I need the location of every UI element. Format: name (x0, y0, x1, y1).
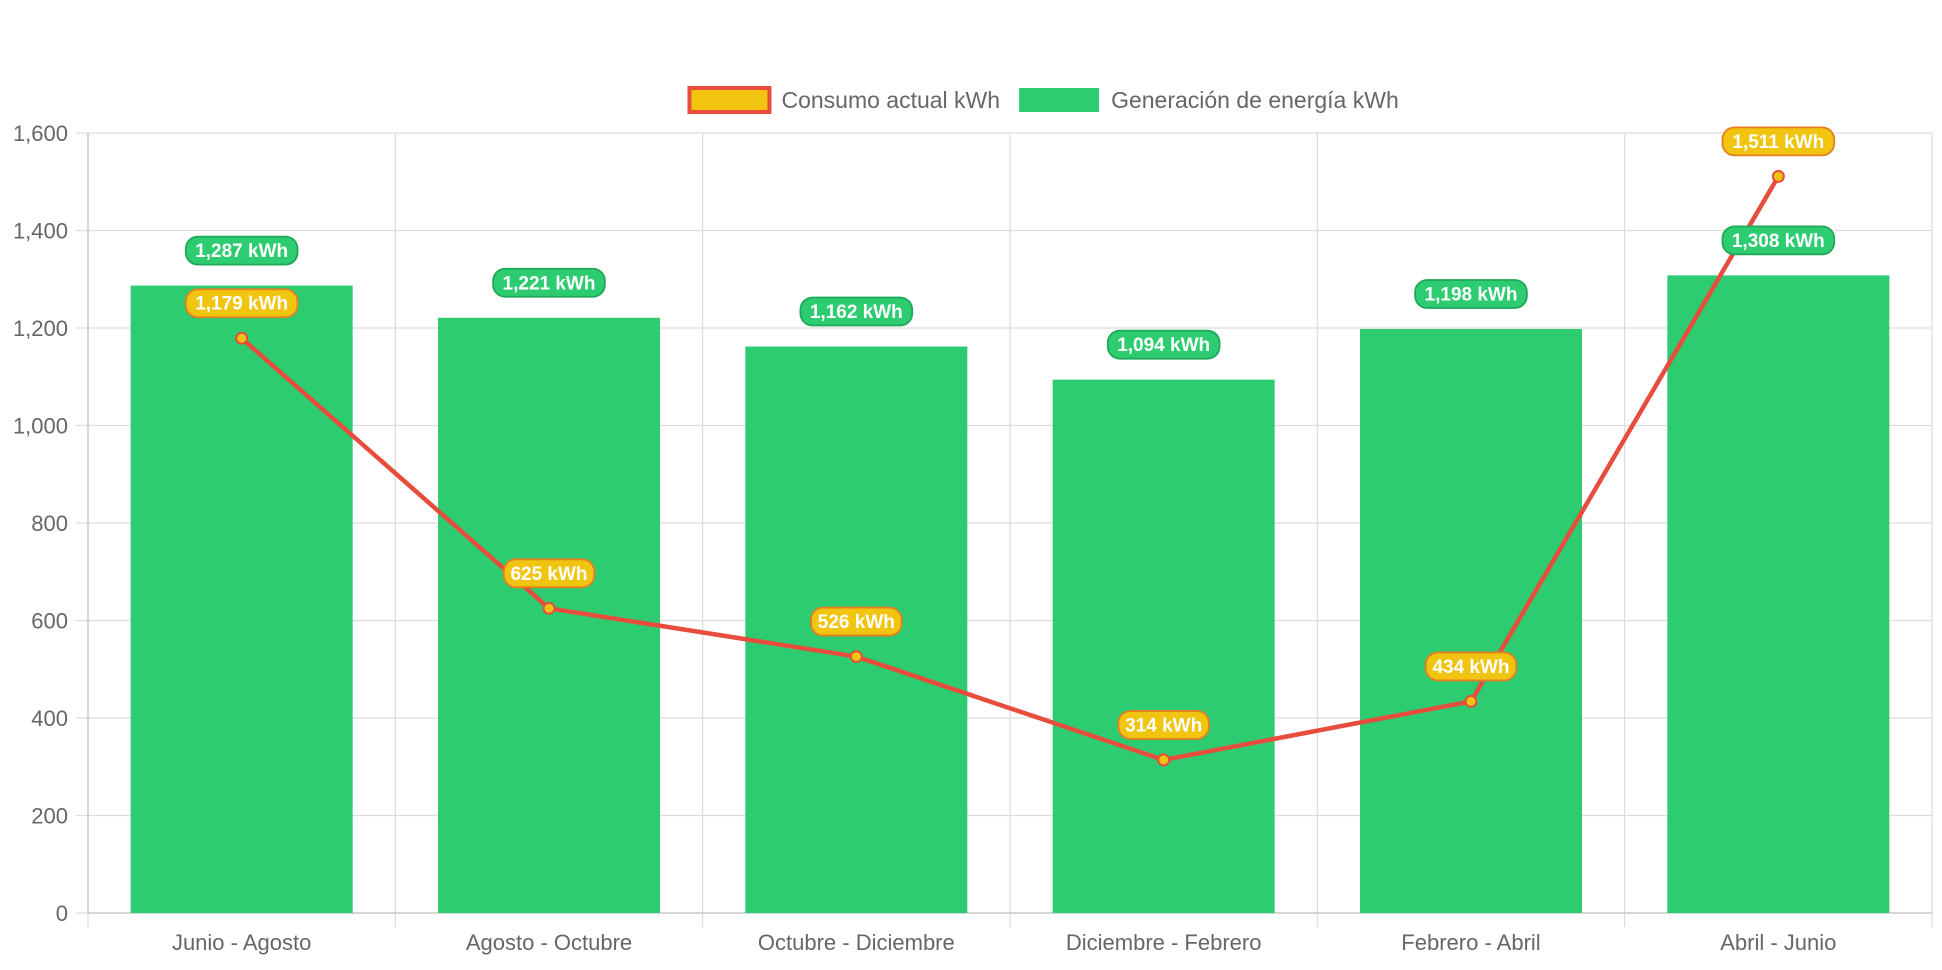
legend-generacion-label: Generación de energía kWh (1111, 87, 1399, 113)
x-tick-label: Octubre - Diciembre (758, 930, 955, 955)
line-data-label: 1,179 kWh (195, 294, 288, 315)
line-point-2[interactable] (542, 601, 556, 615)
y-tick-label: 600 (31, 609, 68, 634)
bar-data-label-bg (184, 235, 299, 266)
line-data-label-bg (1721, 126, 1836, 157)
bar-data-label-bg (1721, 225, 1836, 256)
y-tick-label: 1,200 (13, 316, 68, 341)
line-point-6[interactable] (1771, 169, 1785, 183)
line-point-4[interactable] (1157, 753, 1171, 767)
line-data-label-bg (1117, 710, 1210, 740)
bar-2[interactable] (438, 317, 660, 913)
y-tick-label: 800 (31, 511, 68, 536)
bar-data-label: 1,308 kWh (1732, 231, 1825, 252)
bar-data-label-bg (492, 267, 606, 298)
line-data-label: 314 kWh (1125, 715, 1202, 736)
bar-data-label-bg (799, 296, 914, 327)
line-point-1[interactable] (235, 331, 249, 345)
bar-data-label: 1,221 kWh (503, 273, 596, 294)
x-tick-label: Febrero - Abril (1401, 930, 1540, 955)
x-tick-label: Junio - Agosto (172, 930, 311, 955)
y-tick-label: 0 (56, 901, 68, 926)
bar-data-label: 1,094 kWh (1117, 335, 1210, 356)
bar-6[interactable] (1667, 275, 1890, 914)
y-tick-label: 1,000 (13, 414, 68, 439)
bar-5[interactable] (1360, 328, 1582, 914)
line-data-label: 434 kWh (1432, 657, 1509, 678)
x-tick-label: Agosto - Octubre (466, 930, 632, 955)
legend-consumo-swatch[interactable] (687, 86, 772, 114)
line-point-3[interactable] (849, 650, 863, 664)
legend-consumo-label: Consumo actual kWh (781, 87, 1000, 113)
line-data-label: 625 kWh (510, 564, 587, 585)
line-data-label-bg (810, 606, 903, 637)
legend-generacion-swatch[interactable] (1019, 88, 1100, 112)
line-data-label: 526 kWh (818, 612, 895, 633)
line-data-label: 1,511 kWh (1732, 132, 1824, 153)
y-tick-label: 200 (31, 804, 68, 829)
bar-1[interactable] (130, 285, 353, 913)
line-data-label-bg (502, 558, 596, 589)
y-tick-label: 1,400 (13, 219, 68, 244)
bar-4[interactable] (1052, 379, 1275, 913)
y-tick-label: 1,600 (13, 121, 68, 146)
bar-data-label: 1,162 kWh (810, 302, 903, 323)
x-tick-label: Diciembre - Febrero (1066, 930, 1262, 955)
bar-data-label: 1,198 kWh (1425, 284, 1518, 305)
bar-data-label-bg (1414, 279, 1528, 309)
line-point-5[interactable] (1464, 694, 1478, 708)
consumption-line (240, 175, 1781, 763)
x-tick-label: Abril - Junio (1720, 930, 1836, 955)
bar-data-label: 1,287 kWh (195, 241, 288, 262)
y-tick-label: 400 (31, 706, 68, 731)
line-data-label-bg (184, 288, 299, 319)
bar-data-label-bg (1106, 329, 1221, 360)
line-data-label-bg (1424, 651, 1518, 682)
